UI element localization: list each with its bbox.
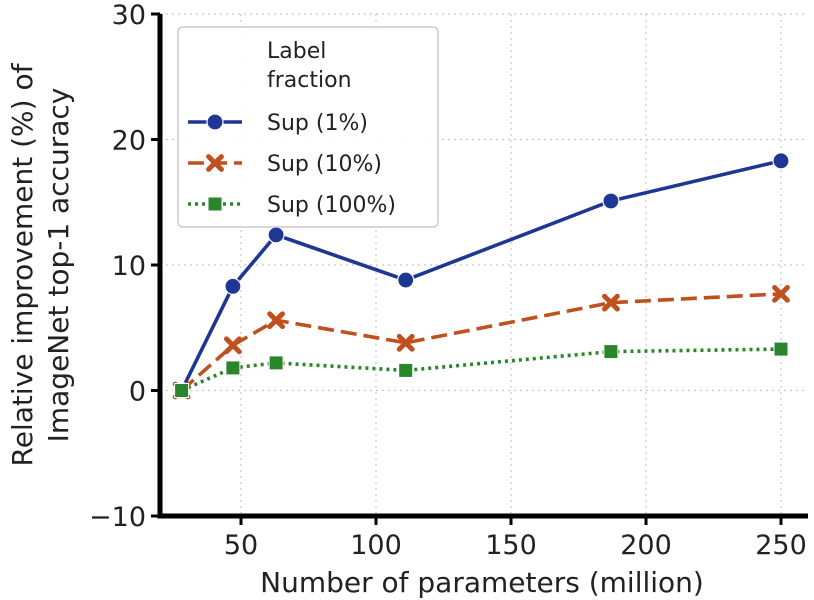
y-tick-label: 30 (112, 0, 146, 31)
series-line (179, 159, 782, 392)
x-tick-label: 100 (350, 530, 402, 561)
data-point (603, 344, 619, 360)
data-point (174, 383, 190, 398)
data-point (206, 113, 224, 131)
legend-title-line-1: Label (267, 39, 326, 64)
legend-entries: Sup (1%) Sup (10%) Sup (100%) (188, 111, 396, 218)
y-tick-label: 0 (129, 377, 146, 408)
y-axis-label-line-1: Relative improvement (%) of (6, 62, 39, 466)
legend-entry: Sup (100%) (188, 193, 396, 218)
data-point (207, 196, 223, 212)
data-point (224, 336, 242, 355)
axes (151, 12, 808, 525)
y-tick-label: 10 (112, 251, 146, 282)
data-point (268, 355, 284, 371)
data-point (397, 271, 415, 289)
legend-label: Sup (1%) (267, 111, 368, 136)
legend-title-line-2: fraction (267, 68, 352, 93)
data-point (602, 293, 620, 312)
x-tick-label: 200 (620, 530, 672, 561)
data-point (225, 360, 241, 376)
data-point (772, 152, 790, 170)
legend-label: Sup (10%) (267, 152, 382, 177)
data-point (206, 154, 224, 172)
x-tick-label: 150 (485, 530, 537, 561)
legend: Label fraction Sup (1%) Sup (10%) Sup (100… (177, 26, 439, 228)
series (173, 152, 790, 400)
series (172, 284, 790, 400)
legend-entry: Sup (10%) (188, 152, 382, 177)
data-point (398, 362, 414, 378)
data-point (267, 311, 285, 330)
data-point (224, 277, 242, 295)
tick-labels: 50 100 150 200 250 −10 0 10 20 30 (89, 0, 807, 561)
series-line (180, 347, 782, 393)
y-tick-label: −10 (89, 502, 146, 533)
x-tick-label: 50 (224, 530, 258, 561)
series-line (180, 292, 782, 392)
y-axis-label-line-2: ImageNet top-1 accuracy (42, 88, 75, 443)
legend-label: Sup (100%) (267, 193, 396, 218)
data-point (267, 226, 285, 244)
legend-entry: Sup (1%) (188, 111, 368, 136)
data-point (396, 333, 415, 352)
series (174, 341, 789, 398)
data-point (773, 341, 789, 357)
series-layer (172, 152, 790, 400)
x-axis-label: Number of parameters (million) (260, 566, 704, 599)
x-tick-label: 250 (755, 530, 807, 561)
legend-frame (177, 26, 439, 228)
data-point (772, 284, 790, 303)
data-point (602, 192, 620, 210)
y-tick-label: 20 (112, 126, 146, 157)
